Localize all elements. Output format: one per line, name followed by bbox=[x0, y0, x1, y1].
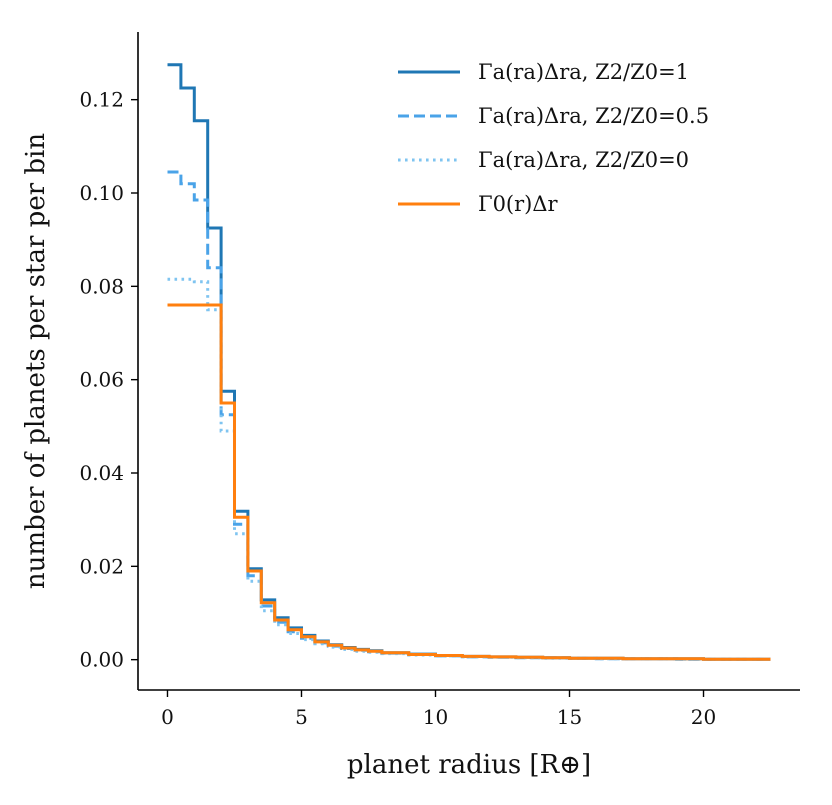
legend-label-0: Γa(ra)Δra, Z2/Z0=1 bbox=[478, 60, 689, 84]
x-tick-label: 0 bbox=[161, 705, 174, 729]
y-tick-label: 0.06 bbox=[79, 368, 124, 392]
legend-label-2: Γa(ra)Δra, Z2/Z0=0 bbox=[478, 148, 689, 172]
y-tick-label: 0.12 bbox=[79, 88, 124, 112]
y-tick-label: 0.08 bbox=[79, 274, 124, 298]
series-layer bbox=[167, 63, 771, 661]
x-tick-label: 20 bbox=[691, 705, 716, 729]
x-ticks: 0 5 10 15 20 bbox=[161, 690, 716, 729]
series-line-2 bbox=[167, 277, 771, 661]
y-tick-label: 0.04 bbox=[79, 461, 124, 485]
legend-label-3: Γ0(r)Δr bbox=[478, 192, 559, 216]
x-tick-label: 15 bbox=[557, 705, 582, 729]
x-tick-label: 5 bbox=[295, 705, 308, 729]
series-line-1 bbox=[167, 170, 771, 661]
legend-label-1: Γa(ra)Δra, Z2/Z0=0.5 bbox=[478, 104, 709, 128]
x-axis-label: planet radius [R⊕] bbox=[347, 750, 591, 780]
y-axis-label: number of planets per star per bin bbox=[21, 133, 51, 589]
y-tick-label: 0.02 bbox=[79, 554, 124, 578]
series-line-3 bbox=[167, 303, 771, 661]
legend: Γa(ra)Δra, Z2/Z0=1 Γa(ra)Δra, Z2/Z0=0.5 Γa… bbox=[398, 60, 709, 216]
y-tick-label: 0.00 bbox=[79, 648, 124, 672]
y-tick-label: 0.10 bbox=[79, 181, 124, 205]
y-ticks: 0.00 0.02 0.04 0.06 0.08 0.10 0.12 bbox=[79, 88, 138, 672]
x-tick-label: 10 bbox=[423, 705, 448, 729]
